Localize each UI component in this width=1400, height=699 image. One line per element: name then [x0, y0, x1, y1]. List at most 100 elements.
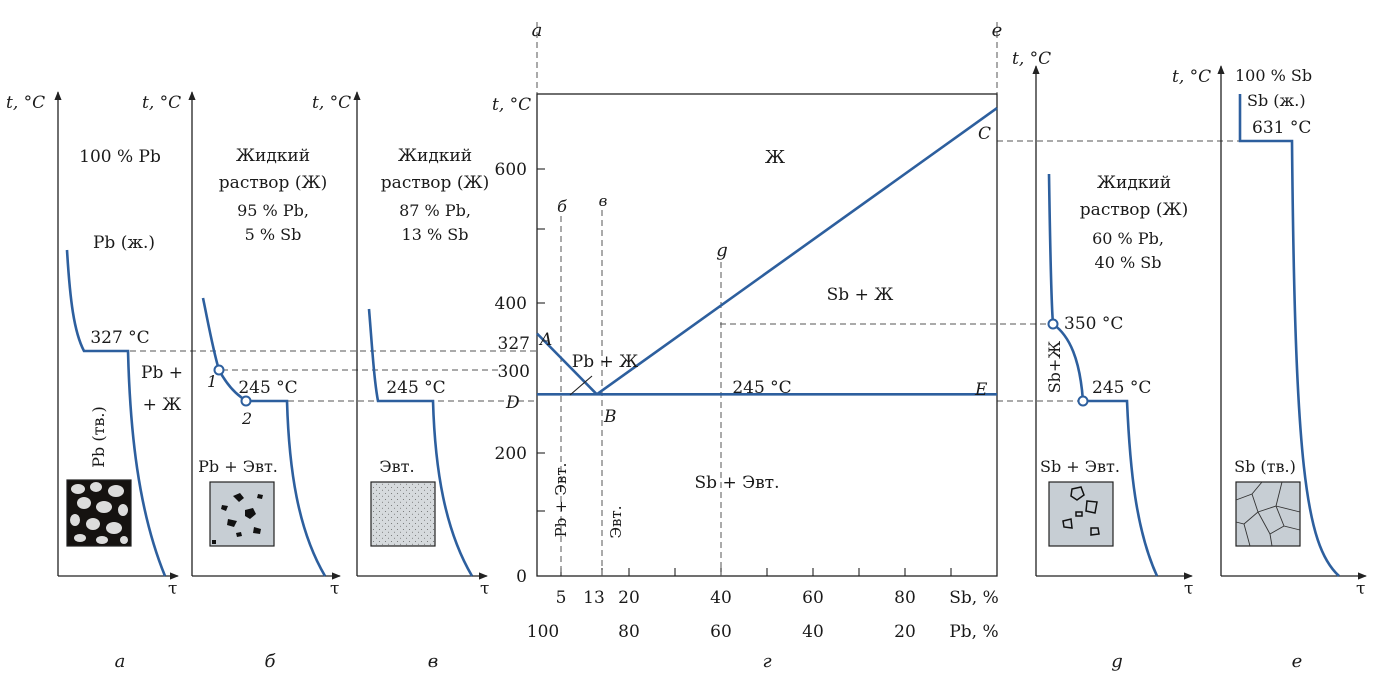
- panel-e-cooling-curve: [1238, 94, 1340, 577]
- panel-b-point-1-label: 1: [207, 372, 217, 391]
- diagram-line-e-label: е: [992, 20, 1003, 41]
- diagram-x-ticks: [560, 568, 952, 576]
- x-sb-tick-20: 20: [618, 588, 640, 608]
- phase-line-0: [536, 332, 598, 396]
- panel-d-top-text-3: 60 % Pb,: [1092, 229, 1164, 248]
- panel-v-temp-label: 245 °C: [386, 378, 445, 398]
- panel-b-micro-label: Pb + Эвт.: [198, 457, 278, 476]
- panel-v-top-text-1: Жидкий: [398, 146, 472, 166]
- pb-liquid-leader-line: [569, 375, 593, 396]
- panel-v-t-label: t, °C: [312, 93, 351, 113]
- panel-d-tau-label: τ: [1184, 579, 1193, 599]
- panel-a-region-label-2: + Ж: [143, 395, 182, 415]
- diagram-y-tick-200: 200: [495, 444, 527, 464]
- x-pb-axis-label: Pb, %: [949, 622, 998, 642]
- panel-b-top-text-3: 95 % Pb,: [237, 201, 309, 220]
- panel-e-solid-label: Sb (тв.): [1234, 457, 1296, 476]
- panel-d-micro-label: Sb + Эвт.: [1040, 457, 1120, 476]
- x-sb-axis-label: Sb, %: [949, 588, 999, 608]
- panel-e-top-text-2: Sb (ж.): [1247, 91, 1306, 110]
- panel-b-top-text-4: 5 % Sb: [245, 225, 302, 244]
- diagram-point-C: C: [978, 124, 991, 144]
- panel-a-t-label: t, °C: [6, 93, 45, 113]
- region-sb-eut-label: Sb + Эвт.: [695, 473, 780, 493]
- panel-d-top-text-4: 40 % Sb: [1095, 253, 1162, 272]
- panel-v-top-text-3: 87 % Pb,: [399, 201, 471, 220]
- diagram-point-B: B: [603, 407, 617, 427]
- diagram-y-tick-327: 327: [498, 334, 530, 354]
- panel-d-point-350: [1047, 318, 1059, 330]
- panel-b-top-text-2: раствор (Ж): [219, 173, 327, 193]
- panel-a-top-text: 100 % Pb: [79, 147, 161, 167]
- x-pb-tick-40: 40: [802, 622, 824, 642]
- diagram-y-tick-600: 600: [495, 160, 527, 180]
- panel-b-point-2: [240, 395, 252, 407]
- panel-b-top-text-1: Жидкий: [236, 146, 310, 166]
- panel-v-top-text-2: раствор (Ж): [381, 173, 489, 193]
- phase-boundary-lines: [536, 107, 998, 396]
- diagram-point-A: A: [538, 330, 552, 350]
- x-sb-tick-60: 60: [802, 588, 824, 608]
- panel-b-t-label: t, °C: [142, 93, 181, 113]
- panel-b-tau-label: τ: [330, 579, 339, 599]
- panel-a-micrograph: [66, 479, 132, 547]
- panel-v: t, °C τ Жидкий раствор (Ж) 87 % Pb, 13 %…: [312, 91, 489, 672]
- panel-a-tau-label: τ: [168, 579, 177, 599]
- panel-d-point-245: [1077, 395, 1089, 407]
- phase-line-1: [596, 107, 998, 396]
- panel-e-top-text-3: 631 °C: [1252, 118, 1311, 138]
- panel-d-micrograph: [1048, 481, 1114, 547]
- panel-d-cooling-curve: [1047, 173, 1159, 577]
- diagram-y-tick-300: 300: [498, 362, 530, 382]
- diagram-point-E: E: [974, 380, 988, 400]
- panel-b: t, °C τ Жидкий раствор (Ж) 95 % Pb, 5 % …: [142, 91, 341, 672]
- diagram-y-ticks: [537, 168, 545, 512]
- diagram-line-v-label: в: [599, 192, 608, 210]
- x-pb-tick-100: 100: [527, 622, 559, 642]
- region-sb-liquid-label: Sb + Ж: [827, 285, 894, 305]
- panel-d-t-label: t, °C: [1012, 49, 1051, 69]
- panel-a-cooling-curve: [65, 249, 167, 577]
- panel-a-phase-label: Pb (ж.): [93, 233, 155, 253]
- panel-a-caption: а: [115, 651, 126, 672]
- x-pb-tick-80: 80: [618, 622, 640, 642]
- x-sb-tick-40: 40: [710, 588, 732, 608]
- diagram-line-g-label: g: [716, 240, 728, 261]
- panel-d-temp2-label: 245 °C: [1092, 378, 1151, 398]
- region-pb-liquid-label: Pb + Ж: [572, 352, 638, 372]
- panel-e-t-label: t, °C: [1172, 67, 1211, 87]
- panel-d-caption: g: [1111, 651, 1123, 672]
- panel-a-region-label-1: Pb +: [141, 363, 183, 383]
- x-sb-tick-13: 13: [583, 588, 605, 608]
- panel-e-micrograph: [1235, 481, 1301, 547]
- panel-e: t, °C τ 100 % Sb Sb (ж.) 631 °C Sb (тв.)…: [1172, 65, 1367, 672]
- region-liquid-label: Ж: [765, 147, 786, 168]
- panel-a: t, °C τ 100 % Pb Pb (ж.) 327 °C Pb + + Ж…: [6, 91, 183, 672]
- panel-v-micrograph: [370, 481, 436, 547]
- x-pb-tick-60: 60: [710, 622, 732, 642]
- panel-d-temp1-label: 350 °C: [1064, 314, 1123, 334]
- panel-v-micro-label: Эвт.: [379, 457, 414, 476]
- panel-d-top-text-1: Жидкий: [1097, 173, 1171, 193]
- panel-b-temp-label: 245 °C: [238, 378, 297, 398]
- diagram-caption: г: [762, 651, 771, 672]
- panel-v-cooling-curve: [367, 308, 474, 577]
- diagram-point-D: D: [505, 393, 520, 413]
- x-sb-tick-80: 80: [894, 588, 916, 608]
- region-eut-label: Эвт.: [607, 506, 625, 539]
- panel-e-tau-label: τ: [1356, 579, 1365, 599]
- panel-v-tau-label: τ: [480, 579, 489, 599]
- panel-b-point-2-label: 2: [241, 409, 252, 428]
- panel-d-region-label: Sb+Ж: [1045, 341, 1064, 394]
- diagram-y-tick-400: 400: [495, 294, 527, 314]
- diagram-t-label: t, °C: [492, 95, 531, 115]
- region-pb-eut-label: Pb + Эвт.: [552, 463, 570, 538]
- diagram-line-a-label: а: [532, 20, 543, 41]
- panel-a-temp-label: 327 °C: [90, 328, 149, 348]
- diagram-y-tick-0: 0: [516, 567, 527, 587]
- panel-v-top-text-4: 13 % Sb: [402, 225, 469, 244]
- diagram-line-b-label: б: [557, 197, 567, 216]
- x-pb-tick-20: 20: [894, 622, 916, 642]
